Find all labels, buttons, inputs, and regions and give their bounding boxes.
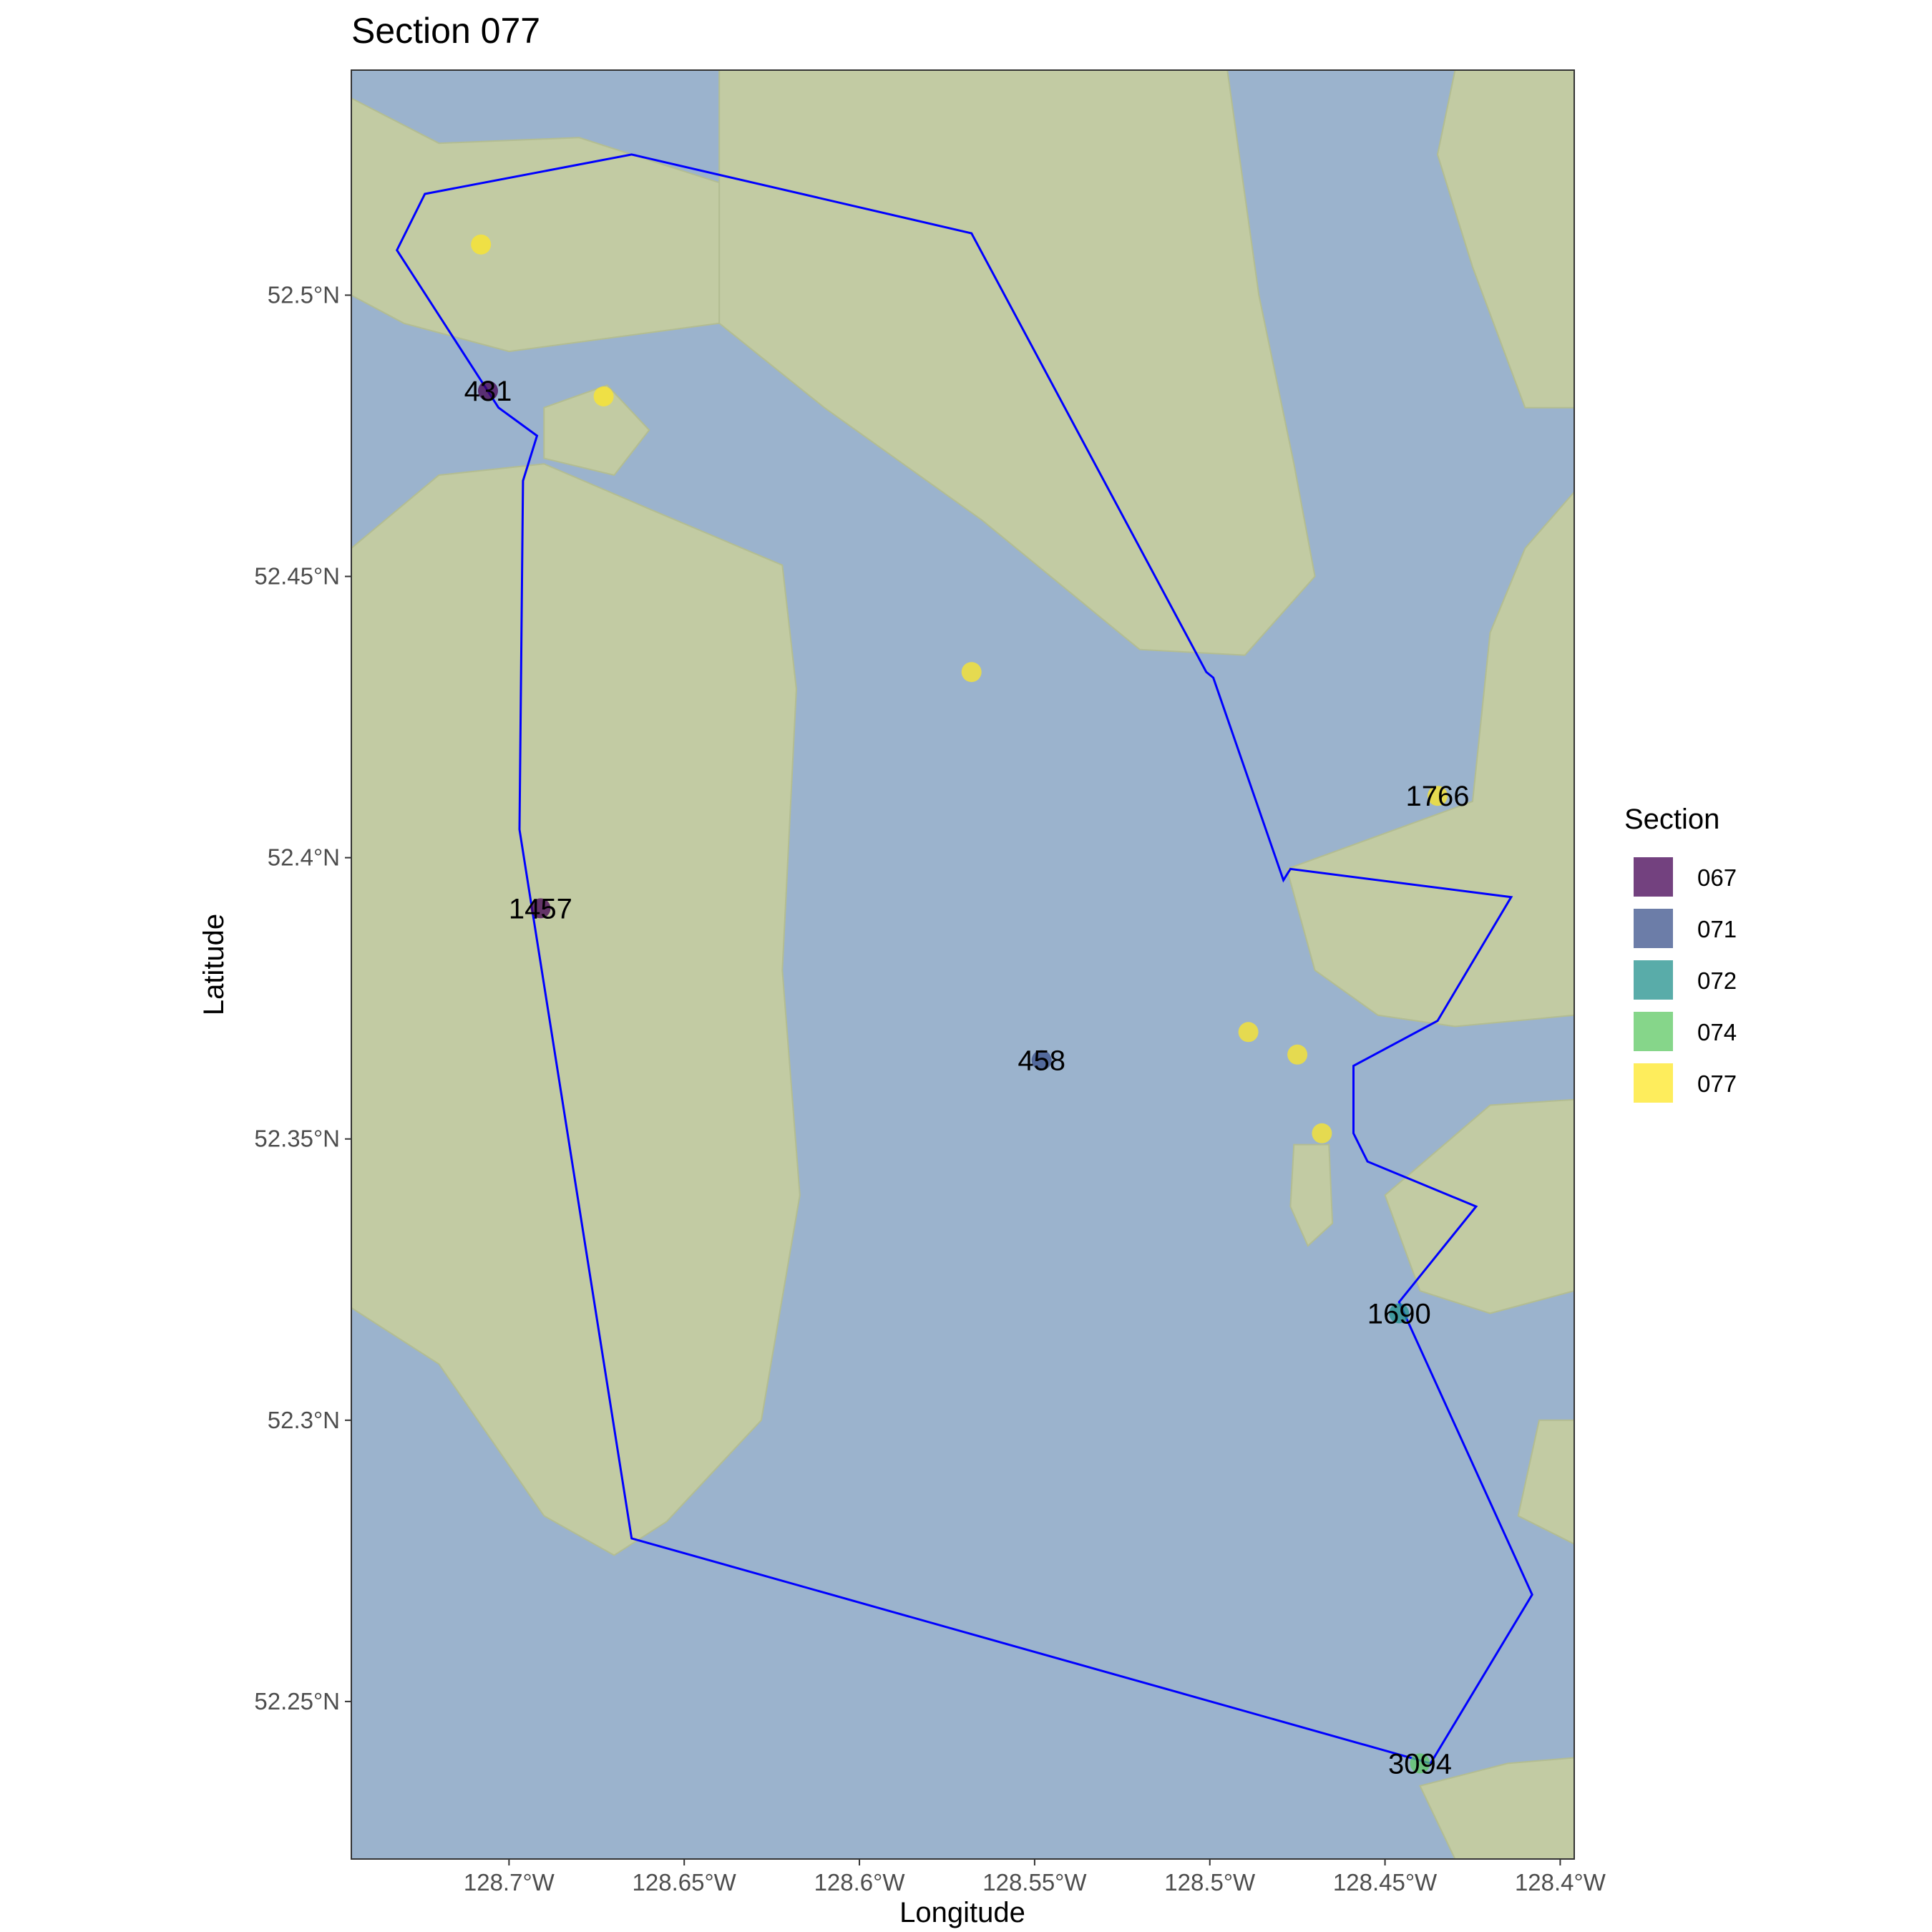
y-axis-ticks: 52.25°N 52.3°N 52.35°N 52.4°N 52.45°N 52.5°N bbox=[254, 281, 351, 1714]
x-tick-label: 128.55°W bbox=[982, 1869, 1087, 1896]
legend-key-071 bbox=[1634, 909, 1673, 948]
legend-key-067 bbox=[1634, 857, 1673, 897]
legend-key-072 bbox=[1634, 960, 1673, 1000]
legend-key-077 bbox=[1634, 1063, 1673, 1103]
x-axis-ticks: 128.7°W 128.65°W 128.6°W 128.55°W 128.5°W 128… bbox=[464, 1859, 1606, 1896]
x-tick-label: 128.45°W bbox=[1333, 1869, 1438, 1896]
y-tick-label: 52.5°N bbox=[268, 281, 340, 308]
chart-title: Section 077 bbox=[351, 11, 540, 51]
land-mass-5 bbox=[1436, 70, 1574, 409]
x-tick-label: 128.7°W bbox=[464, 1869, 555, 1896]
point-077-7 bbox=[471, 234, 492, 255]
y-tick-label: 52.4°N bbox=[268, 844, 340, 871]
legend-key-074 bbox=[1634, 1012, 1673, 1051]
point-071-3 bbox=[1031, 1050, 1052, 1070]
legend-label-072: 072 bbox=[1697, 967, 1737, 994]
land-layer bbox=[351, 70, 1574, 1859]
land-mass-10 bbox=[1419, 1757, 1574, 1859]
land-mass-4 bbox=[718, 70, 1316, 656]
point-077-10 bbox=[1238, 1022, 1259, 1043]
point-label-1690: 1690 bbox=[1367, 1298, 1431, 1330]
point-label-431: 431 bbox=[464, 376, 512, 407]
point-labels-layer: 431 1457 458 1690 3094 1766 bbox=[464, 376, 1470, 1780]
y-tick-label: 52.35°N bbox=[254, 1126, 340, 1152]
point-label-1457: 1457 bbox=[509, 893, 572, 924]
legend: Section 067 071 072 074 077 bbox=[1624, 804, 1737, 1103]
x-tick-label: 128.4°W bbox=[1515, 1869, 1606, 1896]
point-label-458: 458 bbox=[1018, 1045, 1065, 1077]
y-tick-label: 52.3°N bbox=[268, 1407, 340, 1433]
legend-entries: 067 071 072 074 077 bbox=[1634, 857, 1737, 1103]
y-tick-label: 52.25°N bbox=[254, 1688, 340, 1714]
x-tick-label: 128.5°W bbox=[1164, 1869, 1256, 1896]
point-074-5 bbox=[1410, 1753, 1430, 1774]
land-mass-6 bbox=[1286, 491, 1574, 1028]
land-mass-3 bbox=[351, 463, 801, 1556]
legend-title: Section bbox=[1624, 804, 1719, 835]
land-mass-9 bbox=[1517, 1419, 1574, 1545]
point-077-6 bbox=[1428, 786, 1448, 806]
x-tick-label: 128.65°W bbox=[633, 1869, 737, 1896]
legend-label-077: 077 bbox=[1697, 1070, 1737, 1097]
point-072-4 bbox=[1389, 1303, 1410, 1324]
land-mass-8 bbox=[1289, 1143, 1334, 1247]
land-mass-2 bbox=[543, 384, 650, 477]
y-axis-title: Latitude bbox=[198, 914, 230, 1015]
point-077-12 bbox=[1312, 1123, 1332, 1143]
points-layer bbox=[471, 234, 1448, 1774]
point-label-1766: 1766 bbox=[1406, 781, 1470, 812]
legend-label-074: 074 bbox=[1697, 1019, 1737, 1045]
x-axis-title: Longitude bbox=[899, 1897, 1025, 1928]
point-077-9 bbox=[961, 662, 982, 683]
point-077-8 bbox=[593, 386, 614, 406]
legend-label-067: 067 bbox=[1697, 864, 1737, 891]
y-tick-label: 52.45°N bbox=[254, 563, 340, 590]
point-067-2 bbox=[530, 898, 551, 919]
point-077-11 bbox=[1287, 1044, 1308, 1065]
section-boundary bbox=[395, 153, 1533, 1765]
x-tick-label: 128.6°W bbox=[814, 1869, 906, 1896]
point-067-1 bbox=[478, 381, 498, 401]
legend-label-071: 071 bbox=[1697, 916, 1737, 942]
map-panel-border bbox=[351, 69, 1575, 1860]
point-label-3094: 3094 bbox=[1388, 1748, 1452, 1780]
